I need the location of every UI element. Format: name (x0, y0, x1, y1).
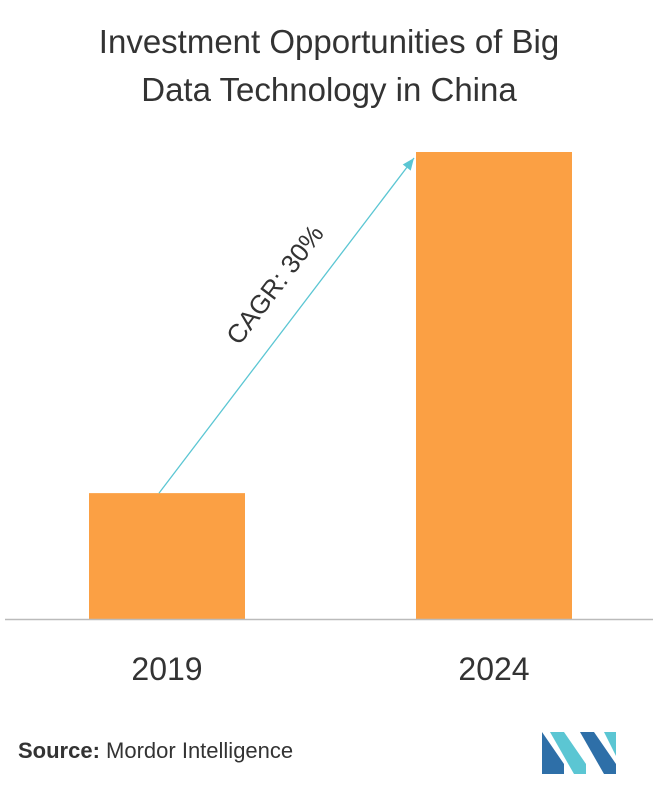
cagr-label: CAGR: 30% (220, 219, 330, 350)
logo-shape-right (580, 732, 616, 774)
source-text: Mordor Intelligence (99, 738, 294, 763)
bar-2019 (89, 493, 245, 619)
logo-shape-left (542, 732, 564, 774)
logo-shape-mid (550, 732, 586, 774)
source-note: Source: Mordor Intelligence (18, 738, 293, 764)
chart-title-line-2: Data Technology in China (141, 71, 517, 108)
cagr-arrow-line (158, 157, 415, 494)
cagr-arrow-head (402, 158, 414, 171)
chart-title-line-1: Investment Opportunities of Big (98, 23, 560, 60)
bar-2024 (416, 152, 572, 619)
source-label: Source: (18, 738, 100, 763)
x-tick-label-2024: 2024 (458, 651, 529, 687)
x-tick-label-2019: 2019 (131, 651, 202, 687)
mordor-intelligence-logo (542, 732, 616, 774)
logo-shape-end (604, 732, 616, 756)
chart-title: Investment Opportunities of Big Data Tec… (0, 18, 658, 114)
